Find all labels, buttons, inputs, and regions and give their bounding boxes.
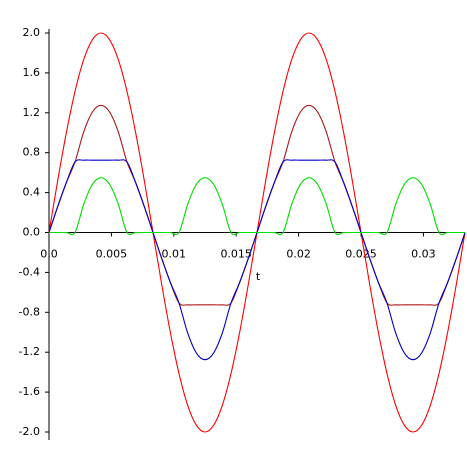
series-line <box>49 177 465 236</box>
y-tick-label: 0.8 <box>23 146 41 159</box>
y-tick-label: -0.8 <box>19 305 40 318</box>
x-tick-label: 0.03 <box>411 248 436 261</box>
y-tick-label: 0.4 <box>23 186 41 199</box>
x-tick-label: 0.025 <box>345 248 377 261</box>
y-tick-label: 1.6 <box>23 66 41 79</box>
x-tick-label: 0.01 <box>162 248 187 261</box>
x-tick-label: 0.005 <box>96 248 128 261</box>
y-tick-label: 2.0 <box>23 26 41 39</box>
y-tick-label: -2.0 <box>19 425 40 438</box>
x-axis-label: t <box>256 270 261 283</box>
y-tick-label: -1.2 <box>19 345 40 358</box>
y-tick-label: -0.4 <box>19 265 40 278</box>
x-tick-label: 0.0 <box>40 248 58 261</box>
x-tick-label: 0.015 <box>220 248 252 261</box>
y-tick-label: -1.6 <box>19 385 40 398</box>
y-tick-label: 1.2 <box>23 106 41 119</box>
y-tick-label: 0.0 <box>23 226 41 239</box>
x-tick-label: 0.02 <box>286 248 311 261</box>
